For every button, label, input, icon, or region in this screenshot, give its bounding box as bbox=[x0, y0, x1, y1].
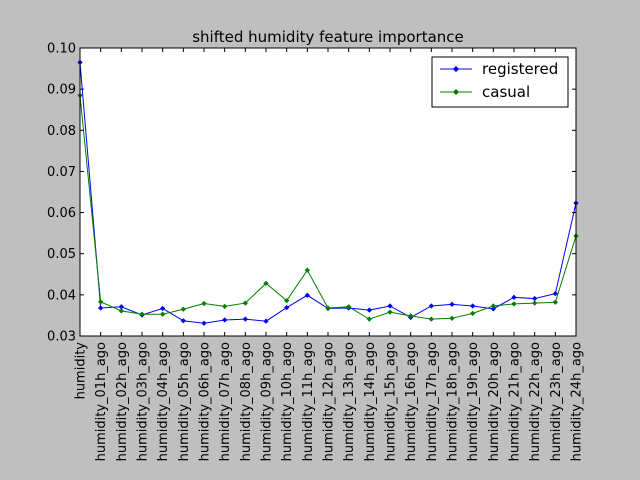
data-point-casual bbox=[511, 301, 517, 307]
data-point-casual bbox=[366, 316, 373, 322]
data-point-casual bbox=[263, 280, 269, 287]
data-point-registered bbox=[221, 317, 228, 323]
data-point-registered bbox=[159, 305, 166, 312]
y-tick-label: 0.06 bbox=[47, 206, 76, 221]
data-point-registered bbox=[449, 301, 455, 308]
data-point-casual bbox=[97, 299, 104, 305]
data-point-registered bbox=[490, 306, 497, 312]
data-point-registered bbox=[97, 305, 104, 311]
x-tick-label: humidity_07h_ago bbox=[218, 342, 233, 461]
data-point-registered bbox=[180, 318, 187, 324]
data-point-casual bbox=[449, 315, 455, 322]
x-tick-label: humidity bbox=[74, 342, 89, 400]
y-tick-label: 0.09 bbox=[47, 83, 76, 98]
y-tick-label: 0.05 bbox=[47, 247, 76, 262]
y-tick-label: 0.08 bbox=[47, 124, 76, 139]
data-point-casual bbox=[283, 297, 290, 304]
data-point-registered bbox=[387, 303, 393, 309]
x-tick-label: humidity_11h_ago bbox=[301, 342, 316, 461]
x-tick-label: humidity_23h_ago bbox=[549, 342, 564, 461]
data-point-registered bbox=[366, 307, 373, 313]
x-tick-label: humidity_22h_ago bbox=[528, 342, 543, 461]
tick-labels: humidity humidity_01h_ago humidity_02h_ago… bbox=[47, 42, 584, 462]
x-tick-label: humidity_18h_ago bbox=[446, 342, 461, 461]
plot-frame bbox=[79, 47, 577, 337]
x-tick-label: humidity_24h_ago bbox=[570, 342, 585, 461]
x-tick-label: humidity_02h_ago bbox=[115, 342, 130, 461]
legend-marker-casual bbox=[452, 88, 460, 96]
data-point-registered bbox=[469, 303, 476, 309]
data-point-registered bbox=[283, 304, 290, 311]
data-point-casual bbox=[345, 304, 352, 310]
x-tick-label: humidity_17h_ago bbox=[425, 342, 440, 461]
legend: registered casual bbox=[431, 56, 569, 108]
legend-label-casual: casual bbox=[482, 83, 530, 101]
legend-label-registered: registered bbox=[482, 60, 558, 78]
data-point-casual bbox=[531, 300, 538, 306]
x-tick-label: humidity_20h_ago bbox=[487, 342, 502, 461]
data-point-registered bbox=[242, 316, 249, 322]
y-tick-label: 0.03 bbox=[47, 330, 76, 345]
data-point-casual bbox=[180, 306, 187, 313]
x-tick-label: humidity_09h_ago bbox=[260, 342, 275, 461]
x-tick-label: humidity_01h_ago bbox=[94, 342, 109, 461]
data-point-casual bbox=[242, 300, 249, 306]
data-point-casual bbox=[490, 303, 497, 309]
data-point-casual bbox=[552, 299, 559, 306]
data-point-casual bbox=[201, 300, 207, 307]
data-point-casual bbox=[139, 311, 145, 317]
legend-box bbox=[431, 56, 569, 108]
data-point-casual bbox=[118, 308, 125, 314]
x-tick-label: humidity_03h_ago bbox=[136, 342, 151, 461]
x-tick-label: humidity_14h_ago bbox=[363, 342, 378, 461]
x-tick-label: humidity_16h_ago bbox=[404, 342, 419, 461]
x-tick-label: humidity_06h_ago bbox=[198, 342, 213, 461]
data-point-casual bbox=[387, 309, 393, 315]
x-tick-label: humidity_04h_ago bbox=[156, 342, 171, 461]
data-point-casual bbox=[325, 305, 331, 311]
data-point-registered bbox=[263, 318, 269, 324]
y-tick-label: 0.10 bbox=[47, 42, 76, 57]
data-point-casual bbox=[407, 313, 414, 319]
x-tick-label: humidity_15h_ago bbox=[384, 342, 399, 461]
data-point-casual bbox=[221, 303, 228, 310]
data-point-casual bbox=[304, 267, 311, 273]
chart-title: shifted humidity feature importance bbox=[192, 28, 464, 46]
data-point-casual bbox=[428, 316, 435, 322]
y-tick-label: 0.07 bbox=[47, 165, 76, 180]
legend-marker-registered bbox=[452, 65, 460, 73]
x-tick-label: humidity_08h_ago bbox=[239, 342, 254, 461]
data-point-registered bbox=[428, 303, 435, 309]
data-point-registered bbox=[201, 320, 207, 326]
data-point-registered bbox=[552, 290, 559, 297]
x-tick-label: humidity_13h_ago bbox=[342, 342, 357, 461]
x-tick-label: humidity_10h_ago bbox=[280, 342, 295, 461]
data-point-casual bbox=[159, 311, 166, 317]
x-tick-label: humidity_21h_ago bbox=[508, 342, 523, 461]
data-point-casual bbox=[469, 310, 476, 317]
y-tick-label: 0.04 bbox=[47, 288, 76, 303]
data-point-registered bbox=[304, 292, 311, 299]
x-tick-label: humidity_12h_ago bbox=[322, 342, 337, 461]
axis-ticks bbox=[79, 47, 577, 337]
data-point-registered bbox=[511, 294, 517, 301]
x-tick-label: humidity_05h_ago bbox=[177, 342, 192, 461]
x-tick-label: humidity_19h_ago bbox=[466, 342, 481, 461]
